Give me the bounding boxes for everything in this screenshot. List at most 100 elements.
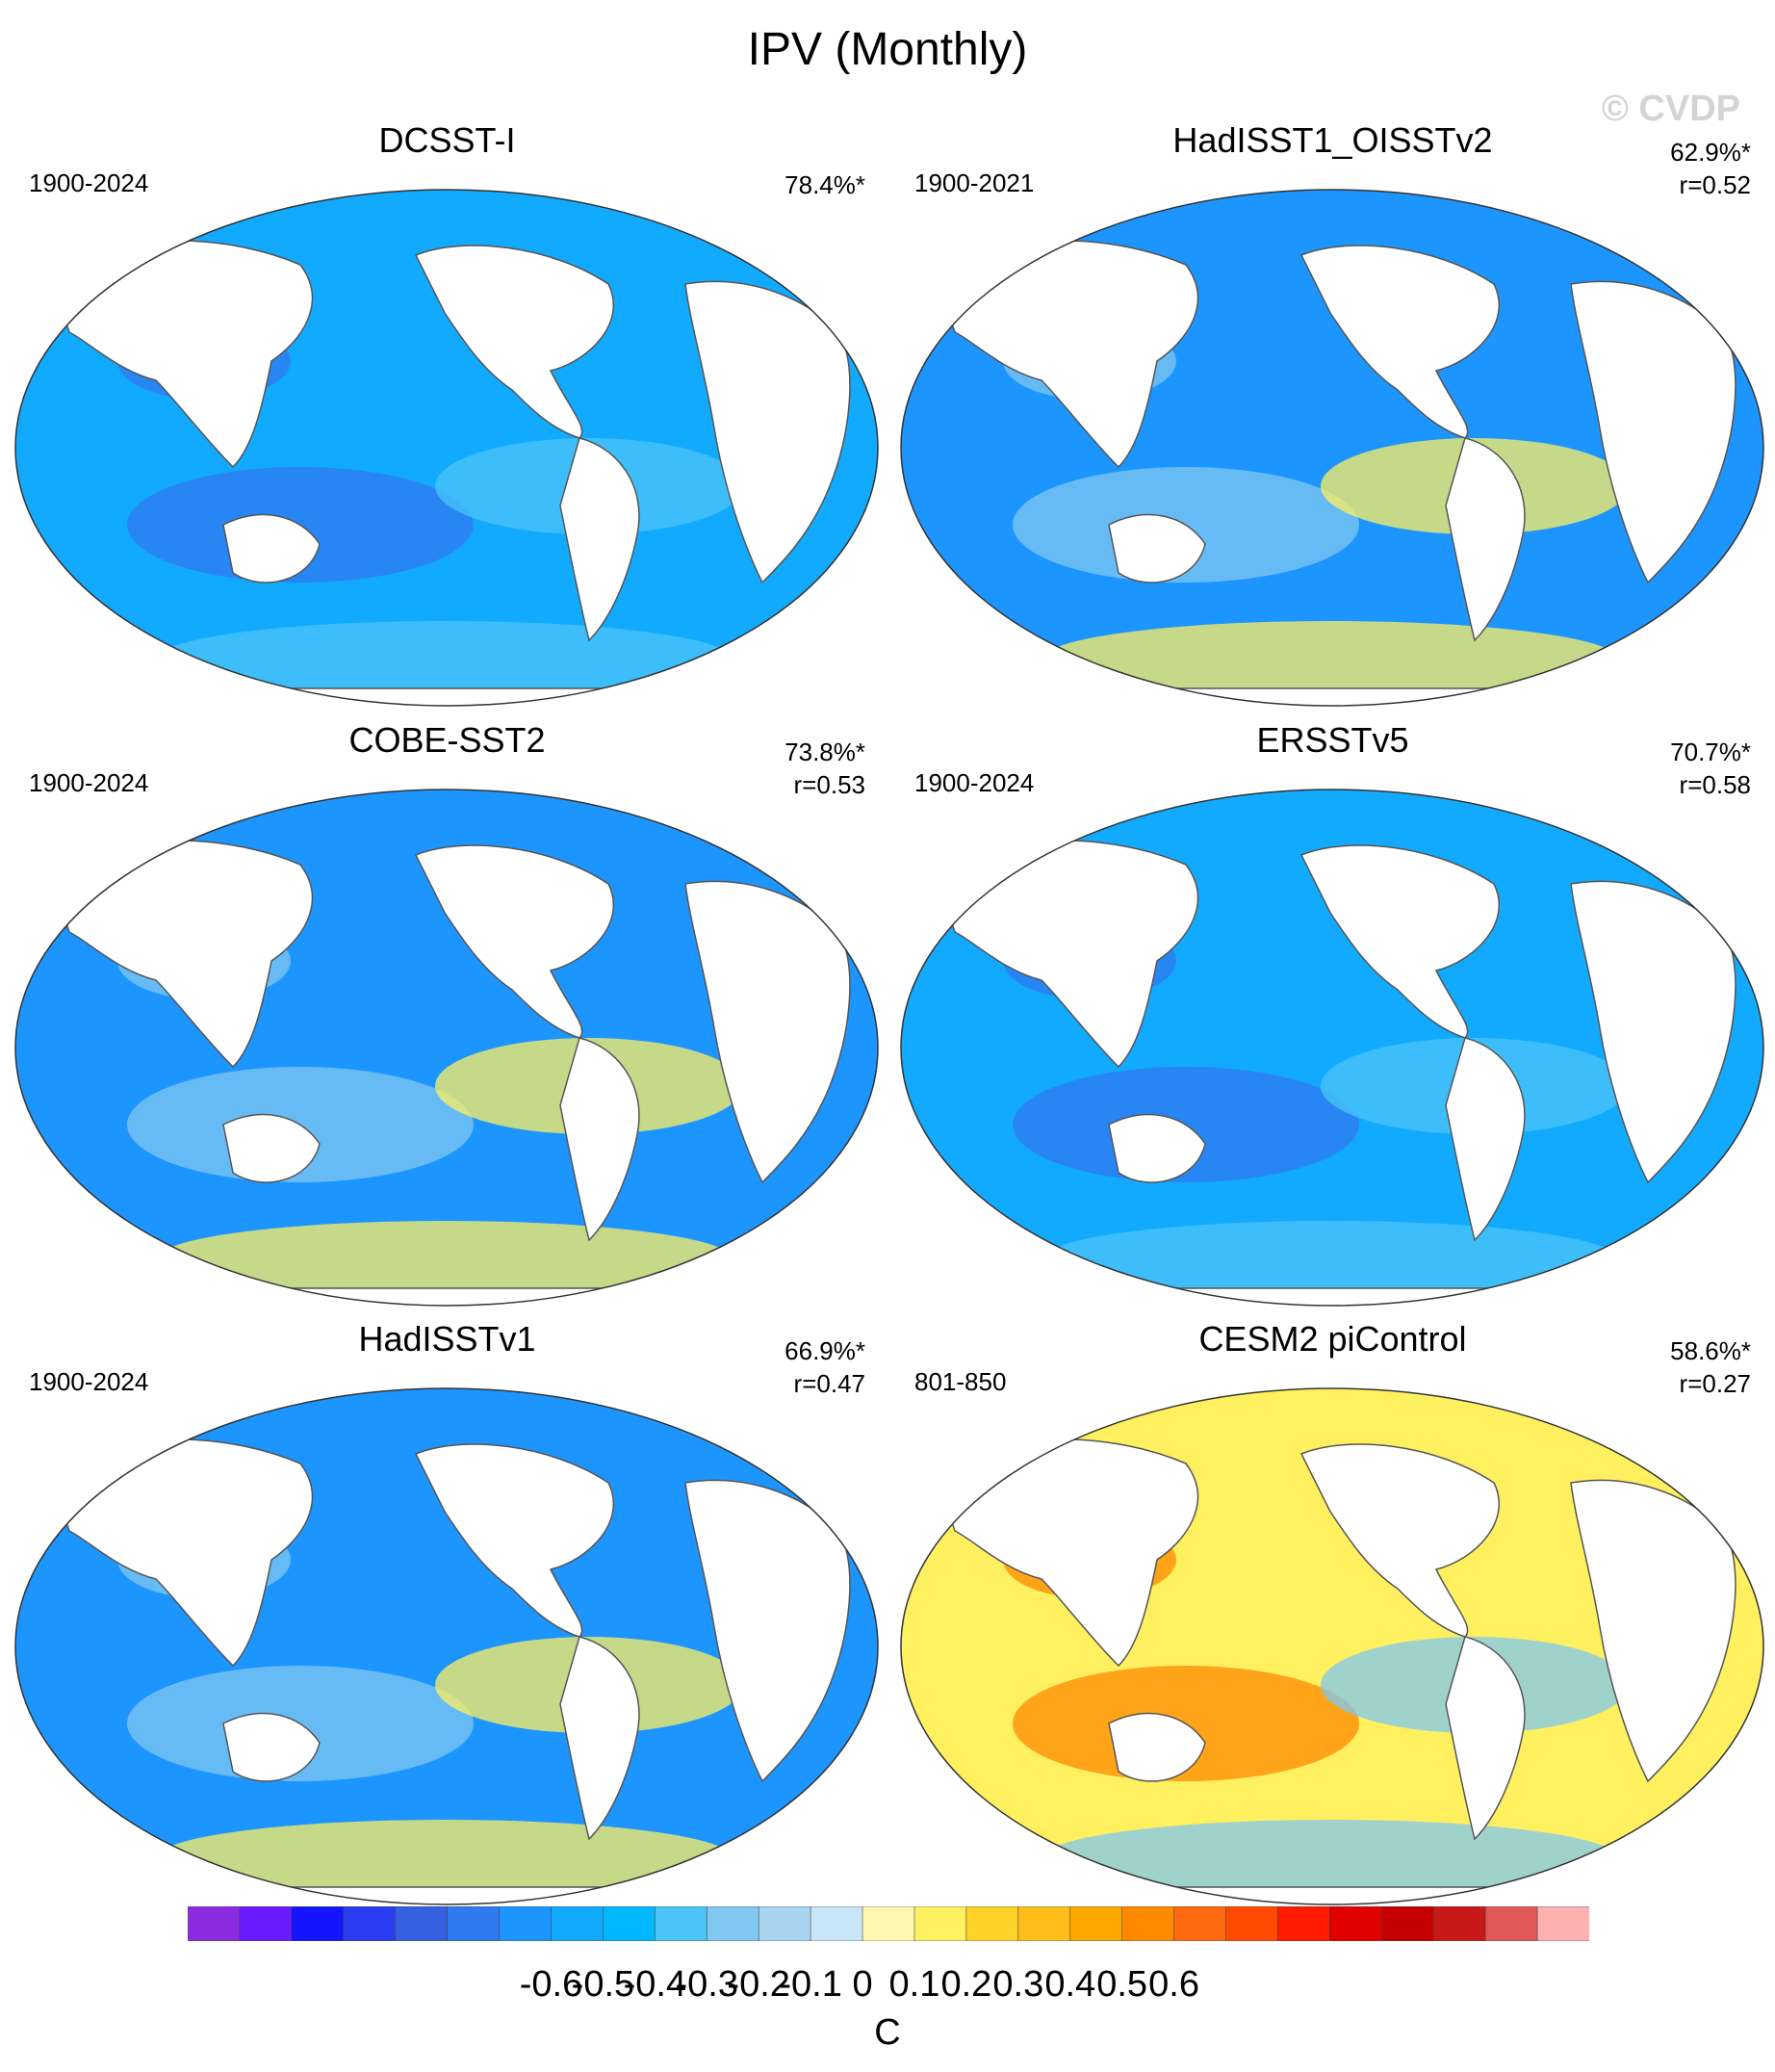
panel-period: 1900-2024 <box>29 168 149 197</box>
colorbar-tick-labels: -0.6 -0.5 -0.4 -0.3 -0.2 -0.1 0 0.1 0.2 0.3 0.4 0.5… <box>188 1964 1589 2012</box>
panel-title: ERSSTv5 <box>1256 720 1409 760</box>
map-border <box>900 789 1764 1307</box>
panel-stats: 73.8%* r=0.53 <box>785 736 865 801</box>
colorbar-tick: -0.6 <box>519 1964 583 2005</box>
panel-stats: 58.6%* r=0.27 <box>1670 1334 1751 1400</box>
colorbar-tick: 0.3 <box>992 1964 1044 2005</box>
panel-title: COBE-SST2 <box>348 720 546 760</box>
continent-outline <box>222 1113 321 1183</box>
continent-outline <box>901 687 1763 706</box>
continent-outline <box>901 1287 1763 1306</box>
anomaly-region <box>1042 1221 1619 1298</box>
colorbar-swatch <box>1536 1905 1590 1942</box>
continent-outline <box>222 513 321 583</box>
colorbar-swatch <box>810 1905 863 1942</box>
continent-outline <box>1108 513 1206 583</box>
panel-period: 1900-2021 <box>914 168 1035 197</box>
panel-title: HadISSTv1 <box>358 1319 536 1359</box>
map-border <box>900 189 1764 707</box>
colorbar-tick: -0.5 <box>571 1964 635 2005</box>
colorbar-swatch <box>187 1905 241 1942</box>
colorbar-swatch <box>499 1905 553 1942</box>
anomaly-region <box>1042 621 1619 698</box>
colorbar-swatch <box>706 1905 759 1942</box>
panel-title: HadISST1_OISSTv2 <box>1172 120 1493 160</box>
watermark: © CVDP <box>1601 89 1740 129</box>
colorbar-tick: -0.1 <box>779 1964 842 2005</box>
map-globe <box>900 1387 1764 1905</box>
colorbar-swatch <box>1173 1905 1227 1942</box>
continent-outline <box>414 245 615 439</box>
map-border <box>900 1387 1764 1905</box>
colorbar-unit: C <box>874 2012 901 2053</box>
continent-outline <box>1445 1636 1526 1841</box>
colorbar-swatch <box>1017 1905 1071 1942</box>
map-border <box>14 789 879 1307</box>
continent-outline <box>1299 245 1501 439</box>
panel-correlation: r=0.58 <box>1679 770 1751 799</box>
colorbar-swatch <box>1121 1905 1175 1942</box>
colorbar-tick: 0.5 <box>1096 1964 1148 2005</box>
colorbar-swatch <box>239 1905 293 1942</box>
map-globe <box>900 189 1764 707</box>
colorbar-swatch <box>965 1905 1019 1942</box>
continent-outline <box>559 437 640 642</box>
colorbar-swatch <box>1329 1905 1383 1942</box>
map-panel: HadISST1_OISSTv2 1900-2021 62.9%* r=0.52 <box>897 120 1768 717</box>
panel-percent: 58.6%* <box>1670 1336 1751 1365</box>
map-panel: HadISSTv1 1900-2024 66.9%* r=0.47 <box>12 1319 883 1916</box>
continent-outline <box>935 240 1198 469</box>
anomaly-region <box>156 1221 733 1298</box>
colorbar-tick: -0.3 <box>675 1964 738 2005</box>
colorbar-swatch <box>395 1905 449 1942</box>
colorbar-tick: -0.2 <box>727 1964 790 2005</box>
colorbar-swatch <box>1380 1905 1435 1942</box>
continent-outline <box>1299 1443 1501 1638</box>
colorbar <box>187 1905 1590 1942</box>
continent-outline <box>15 1287 878 1306</box>
colorbar-tick: 0.1 <box>888 1964 940 2005</box>
colorbar-swatch <box>1069 1905 1123 1942</box>
map-panel: CESM2 piControl 801-850 58.6%* r=0.27 <box>897 1319 1768 1916</box>
colorbar-swatch <box>1225 1905 1279 1942</box>
panel-percent: 78.4%* <box>785 170 865 199</box>
anomaly-region <box>1042 1820 1619 1897</box>
colorbar-tick: 0.2 <box>940 1964 992 2005</box>
colorbar-swatch <box>758 1905 811 1942</box>
panel-percent: 70.7%* <box>1670 738 1751 766</box>
panel-period: 1900-2024 <box>914 768 1035 797</box>
continent-outline <box>1299 844 1501 1039</box>
continent-outline <box>1108 1712 1206 1782</box>
continent-outline <box>49 240 313 469</box>
colorbar-tick: 0 <box>852 1964 873 2005</box>
panel-correlation: r=0.47 <box>793 1369 865 1398</box>
continent-outline <box>559 1636 640 1841</box>
colorbar-tick: -0.4 <box>623 1964 687 2005</box>
map-globe <box>900 789 1764 1307</box>
panel-percent: 62.9%* <box>1670 138 1751 167</box>
map-panel: DCSST-I 1900-2024 78.4%* <box>12 120 883 717</box>
map-globe <box>14 789 879 1307</box>
map-globe <box>14 1387 879 1905</box>
panel-stats: 78.4%* <box>785 168 865 201</box>
anomaly-region <box>156 1820 733 1897</box>
colorbar-swatch <box>913 1905 967 1942</box>
panel-title: DCSST-I <box>378 120 516 160</box>
map-globe <box>14 189 879 707</box>
continent-outline <box>1445 1037 1526 1242</box>
anomaly-region <box>156 621 733 698</box>
colorbar-tick: 0.4 <box>1044 1964 1096 2005</box>
colorbar-swatch <box>1484 1905 1538 1942</box>
map-border <box>14 1387 879 1905</box>
colorbar-swatch <box>551 1905 605 1942</box>
continent-outline <box>414 844 615 1039</box>
panel-percent: 66.9%* <box>785 1336 865 1365</box>
colorbar-swatch <box>291 1905 345 1942</box>
colorbar-swatch <box>862 1905 915 1942</box>
continent-outline <box>935 840 1198 1069</box>
continent-outline <box>1445 437 1526 642</box>
colorbar-swatch <box>343 1905 397 1942</box>
panel-period: 1900-2024 <box>29 1367 149 1396</box>
colorbar-swatch <box>1432 1905 1486 1942</box>
panel-stats: 66.9%* r=0.47 <box>785 1334 865 1400</box>
